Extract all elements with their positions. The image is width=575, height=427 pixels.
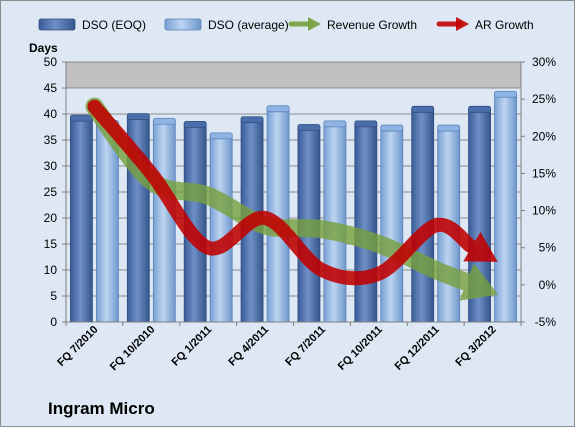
bar-dso-eoq-cap xyxy=(126,113,150,120)
x-tick-label: FQ 7/2011 xyxy=(283,324,328,369)
bar-dso-average xyxy=(96,122,119,323)
bar-dso-average xyxy=(380,127,404,323)
legend-swatch-dso-average xyxy=(164,18,202,31)
x-tick-label: FQ 12/2011 xyxy=(393,324,442,373)
bar-dso-average-cap xyxy=(494,90,517,98)
legend-label-dso-eoq: DSO (EOQ) xyxy=(82,18,146,32)
bar-dso-average-cap xyxy=(323,120,347,128)
bar-dso-average-cap xyxy=(152,117,176,125)
legend: DSO (EOQ) DSO (average) Revenue Growth A… xyxy=(38,17,534,32)
y-right-tick-label: 30% xyxy=(532,55,556,69)
y-left-tick-label: 0 xyxy=(50,315,57,329)
y-right-tick-label: -5% xyxy=(535,315,557,329)
bar-dso-average-cap xyxy=(437,124,461,132)
arrow-ar-growth xyxy=(87,99,498,286)
bar-dso-average xyxy=(152,120,176,323)
y-right-tick-label: 5% xyxy=(539,241,557,255)
bar-dso-eoq xyxy=(70,117,93,323)
y-left-tick-label: 45 xyxy=(44,81,58,95)
bar-dso-average xyxy=(209,135,233,323)
y-left-tick-label: 20 xyxy=(44,211,58,225)
y-axis-left-ticks: 0 5 10 15 20 25 30 35 40 45 50 xyxy=(44,55,66,329)
bar-dso-eoq-cap xyxy=(297,124,321,131)
y-left-tick-label: 15 xyxy=(44,237,58,251)
legend-swatch-dso-eoq xyxy=(38,18,76,31)
x-tick-label: FQ 4/2011 xyxy=(226,324,271,369)
x-tick-label: FQ 3/2012 xyxy=(453,324,498,369)
y-left-tick-label: 35 xyxy=(44,133,58,147)
y-right-tick-label: 25% xyxy=(532,92,556,106)
bar-dso-average xyxy=(494,93,517,323)
bar-dso-eoq-cap xyxy=(411,105,435,113)
bar-dso-eoq-cap xyxy=(468,105,491,113)
bar-dso-eoq xyxy=(411,108,435,323)
bar-dso-eoq-cap xyxy=(183,121,207,128)
arrow-ar-growth-body xyxy=(87,99,478,286)
plot-band xyxy=(66,62,521,88)
y-right-tick-label: 15% xyxy=(532,166,556,180)
bar-dso-eoq xyxy=(354,123,378,323)
x-tick-label: FQ 1/2011 xyxy=(169,324,214,369)
bar-dso-average-cap xyxy=(209,132,233,140)
bar-dso-eoq-cap xyxy=(70,114,93,122)
bar-dso-eoq-cap xyxy=(354,120,378,128)
x-axis-ticks: FQ 7/2010 FQ 10/2010 FQ 1/2011 FQ 4/2011 FQ … xyxy=(55,322,522,374)
arrow-ar-growth-head xyxy=(463,232,498,262)
y-left-tick-label: 30 xyxy=(44,159,58,173)
y-left-tick-label: 50 xyxy=(44,55,58,69)
legend-label-dso-average: DSO (average) xyxy=(208,18,289,32)
x-tick-label: FQ 7/2010 xyxy=(55,324,100,369)
y-left-tick-label: 25 xyxy=(44,185,58,199)
y-right-tick-label: 0% xyxy=(539,278,557,292)
legend-label-ar-growth: AR Growth xyxy=(475,18,534,32)
bar-dso-average-cap xyxy=(380,124,404,132)
y-right-tick-label: 10% xyxy=(532,204,556,218)
y-axis-right-ticks: -5% 0% 5% 10% 15% 20% 25% 30% xyxy=(521,55,556,329)
y-left-tick-label: 10 xyxy=(44,263,58,277)
trend-arrows xyxy=(85,97,499,301)
x-tick-label: FQ 10/2010 xyxy=(108,324,158,374)
company-name: Ingram Micro xyxy=(48,399,155,418)
legend-arrow-ar-growth xyxy=(436,17,469,31)
bar-dso-average-cap xyxy=(266,105,290,113)
legend-label-revenue-growth: Revenue Growth xyxy=(327,18,417,32)
arrow-revenue-growth-head xyxy=(459,263,499,301)
x-tick-label: FQ 10/2011 xyxy=(336,324,385,373)
y-left-tick-label: 40 xyxy=(44,107,58,121)
bar-dso-eoq-cap xyxy=(240,116,264,124)
legend-arrow-revenue-growth xyxy=(288,17,321,31)
y-axis-title: Days xyxy=(29,41,58,55)
y-left-tick-label: 5 xyxy=(50,289,57,303)
y-right-tick-label: 20% xyxy=(532,129,556,143)
